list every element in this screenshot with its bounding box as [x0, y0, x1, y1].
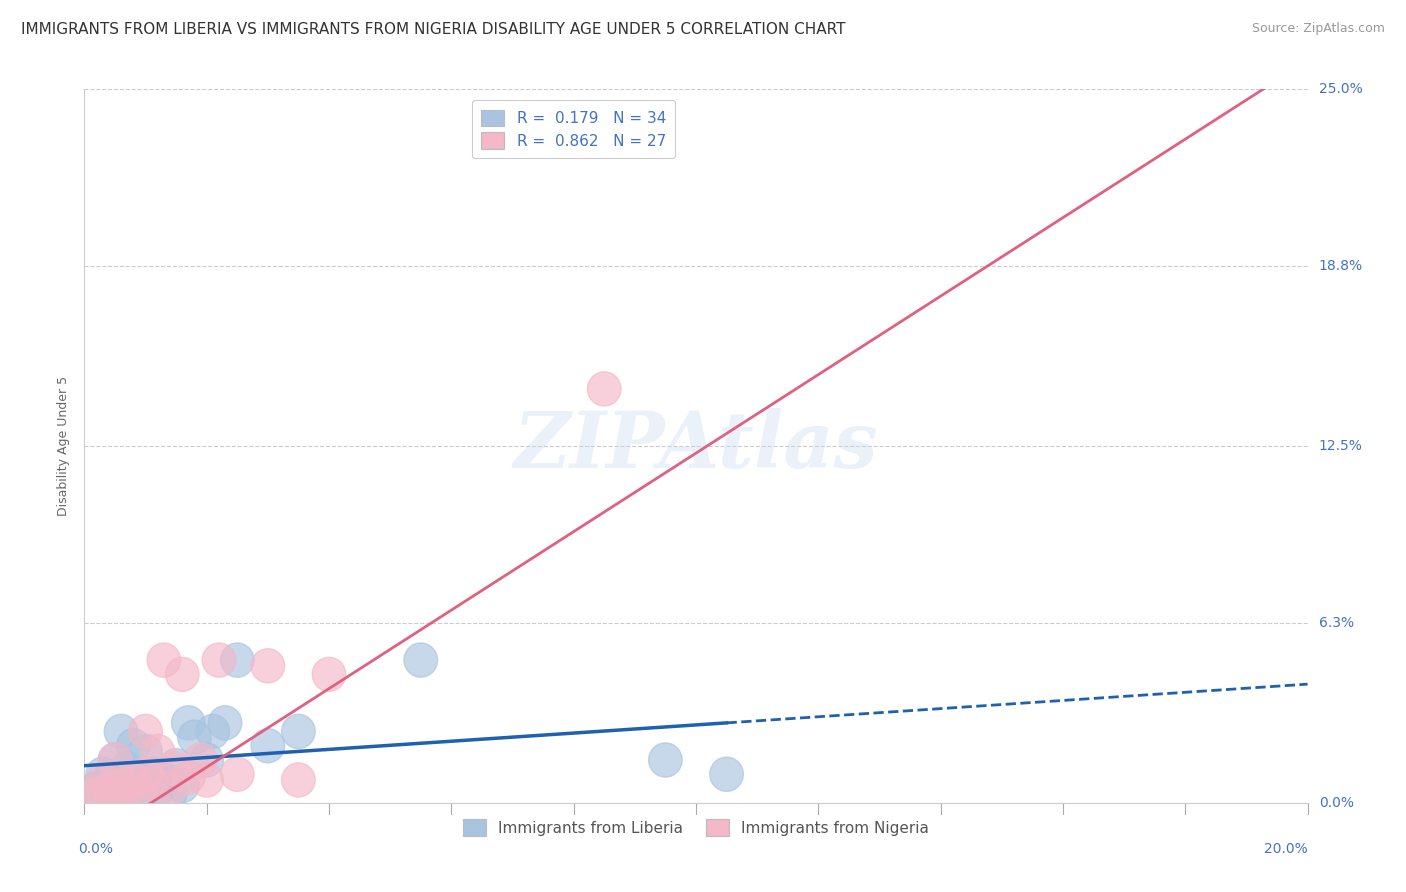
Ellipse shape	[73, 777, 107, 812]
Ellipse shape	[172, 760, 205, 794]
Ellipse shape	[86, 763, 120, 797]
Ellipse shape	[129, 734, 162, 769]
Text: IMMIGRANTS FROM LIBERIA VS IMMIGRANTS FROM NIGERIA DISABILITY AGE UNDER 5 CORREL: IMMIGRANTS FROM LIBERIA VS IMMIGRANTS FR…	[21, 22, 845, 37]
Ellipse shape	[153, 777, 187, 812]
Ellipse shape	[208, 706, 242, 740]
Text: ZIPAtlas: ZIPAtlas	[513, 408, 879, 484]
Text: 12.5%: 12.5%	[1319, 439, 1362, 453]
Ellipse shape	[129, 757, 162, 791]
Ellipse shape	[148, 763, 181, 797]
Ellipse shape	[110, 774, 143, 808]
Ellipse shape	[148, 643, 181, 677]
Ellipse shape	[141, 734, 174, 769]
Text: 25.0%: 25.0%	[1319, 82, 1362, 96]
Ellipse shape	[110, 774, 143, 808]
Ellipse shape	[159, 751, 193, 786]
Ellipse shape	[117, 729, 150, 763]
Ellipse shape	[252, 729, 284, 763]
Ellipse shape	[129, 765, 162, 800]
Ellipse shape	[91, 772, 125, 805]
Text: 0.0%: 0.0%	[79, 842, 114, 856]
Ellipse shape	[122, 777, 156, 812]
Ellipse shape	[177, 720, 211, 755]
Ellipse shape	[184, 743, 218, 777]
Ellipse shape	[221, 643, 254, 677]
Ellipse shape	[104, 769, 138, 803]
Ellipse shape	[252, 648, 284, 683]
Ellipse shape	[588, 372, 621, 406]
Ellipse shape	[190, 763, 224, 797]
Ellipse shape	[91, 763, 125, 797]
Ellipse shape	[98, 743, 132, 777]
Ellipse shape	[98, 743, 132, 777]
Y-axis label: Disability Age Under 5: Disability Age Under 5	[58, 376, 70, 516]
Ellipse shape	[159, 748, 193, 783]
Ellipse shape	[648, 743, 682, 777]
Ellipse shape	[281, 763, 315, 797]
Ellipse shape	[166, 769, 200, 803]
Ellipse shape	[110, 751, 143, 786]
Ellipse shape	[86, 780, 120, 814]
Ellipse shape	[117, 763, 150, 797]
Ellipse shape	[117, 772, 150, 805]
Ellipse shape	[86, 757, 120, 791]
Ellipse shape	[221, 757, 254, 791]
Ellipse shape	[80, 777, 114, 812]
Ellipse shape	[98, 777, 132, 812]
Text: 6.3%: 6.3%	[1319, 616, 1354, 630]
Ellipse shape	[190, 743, 224, 777]
Ellipse shape	[153, 772, 187, 805]
Ellipse shape	[281, 714, 315, 748]
Ellipse shape	[104, 714, 138, 748]
Text: 18.8%: 18.8%	[1319, 260, 1362, 273]
Ellipse shape	[80, 772, 114, 805]
Ellipse shape	[202, 643, 236, 677]
Ellipse shape	[135, 765, 169, 800]
Text: 0.0%: 0.0%	[1319, 796, 1354, 810]
Ellipse shape	[710, 757, 744, 791]
Ellipse shape	[122, 777, 156, 812]
Ellipse shape	[104, 769, 138, 803]
Ellipse shape	[129, 714, 162, 748]
Text: Source: ZipAtlas.com: Source: ZipAtlas.com	[1251, 22, 1385, 36]
Ellipse shape	[73, 780, 107, 814]
Ellipse shape	[98, 777, 132, 812]
Ellipse shape	[141, 772, 174, 805]
Text: 20.0%: 20.0%	[1264, 842, 1308, 856]
Ellipse shape	[135, 757, 169, 791]
Ellipse shape	[195, 714, 229, 748]
Legend: Immigrants from Liberia, Immigrants from Nigeria: Immigrants from Liberia, Immigrants from…	[454, 810, 938, 845]
Ellipse shape	[312, 657, 346, 691]
Ellipse shape	[166, 657, 200, 691]
Ellipse shape	[404, 643, 437, 677]
Ellipse shape	[91, 774, 125, 808]
Ellipse shape	[172, 706, 205, 740]
